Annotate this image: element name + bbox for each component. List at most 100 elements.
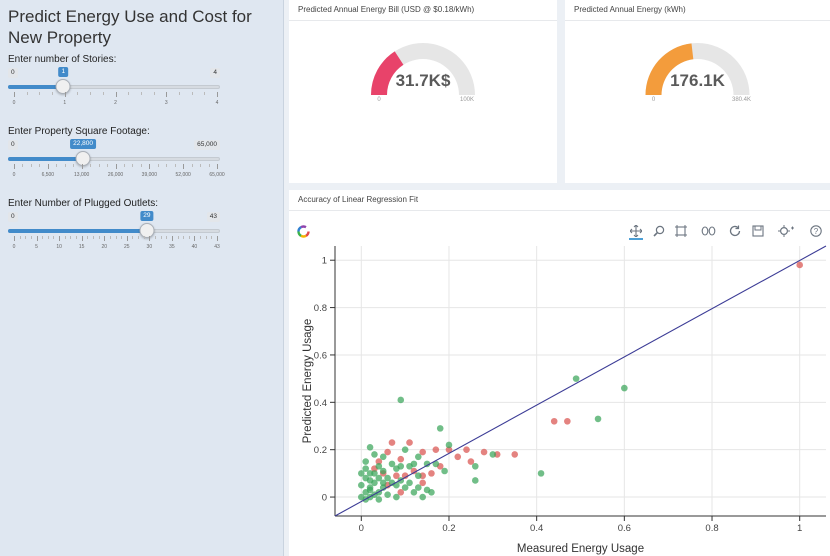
scatter-point <box>379 479 387 487</box>
scatter-point <box>406 439 413 446</box>
stories-slider-handle[interactable] <box>55 79 71 94</box>
stories-max-label: 4 <box>210 68 220 78</box>
slider-tick <box>191 92 193 95</box>
scatter-point <box>393 472 400 480</box>
slider-tick <box>90 92 92 95</box>
scatter-point <box>419 493 426 501</box>
slider-tick <box>183 164 185 169</box>
scatter-point <box>489 451 497 458</box>
scatter-point <box>423 460 431 468</box>
scatter-point <box>384 491 391 498</box>
slider-tick <box>194 236 196 241</box>
gauge-chart <box>645 43 750 95</box>
scatter-point <box>537 470 545 477</box>
slider-tick <box>115 236 117 239</box>
scatter-point <box>550 417 558 425</box>
regression-scatter-chart[interactable]: 0 0.2 0.4 0.6 0.8 1 0 0.2 0.4 0.6 0.8 1 Measured Ene… <box>289 240 830 556</box>
slider-tick <box>92 236 94 239</box>
slider-tick <box>204 92 206 95</box>
square-footage-slider-handle[interactable] <box>75 151 91 166</box>
panel-divider <box>565 20 830 21</box>
save-icon[interactable] <box>751 224 765 238</box>
scatter-point <box>454 453 462 461</box>
scatter-point <box>397 462 405 470</box>
slider-tick-label: 35 <box>169 244 175 250</box>
slider-tick <box>149 236 151 241</box>
scatter-point <box>471 477 479 484</box>
slider-tick <box>171 236 173 241</box>
slider-tick <box>217 92 218 97</box>
scatter-point <box>467 458 475 465</box>
scatter-point <box>410 489 418 496</box>
slider-tick <box>166 236 168 239</box>
slider-tick-label: 10 <box>56 244 62 250</box>
slider-tick <box>178 92 180 95</box>
slider-tick-label: 1 <box>63 100 67 106</box>
plugged-outlets-slider-label: Enter Number of Plugged Outlets: <box>8 198 159 209</box>
scatter-point <box>401 472 409 480</box>
slider-tick-label: 6,500 <box>41 172 55 178</box>
scatter-point <box>375 474 383 482</box>
slider-tick <box>121 236 123 239</box>
scatter-point <box>445 446 453 453</box>
scatter-point <box>358 481 365 489</box>
plugged-outlets-slider-handle[interactable] <box>139 223 155 238</box>
scatter-point <box>419 479 426 487</box>
energy-bill-title: Predicted Annual Energy Bill (USD @ $0.1… <box>298 5 475 14</box>
scatter-point <box>463 446 470 453</box>
slider-tick <box>102 92 104 95</box>
stories-slider-fill <box>8 85 64 89</box>
slider-tick-label: 0 <box>12 100 16 106</box>
slider-tick <box>154 236 156 239</box>
select-icon[interactable] <box>674 224 688 238</box>
square-footage-slider[interactable]: Enter Property Square Footage: 0 65,000 22… <box>8 126 225 184</box>
slider-tick <box>64 236 66 239</box>
y-tick-label: 0.8 <box>314 303 327 314</box>
gauge-fill <box>371 51 404 95</box>
slider-tick <box>217 164 218 169</box>
bokeh-logo-icon[interactable] <box>296 224 310 238</box>
slider-tick <box>140 92 142 95</box>
slider-tick <box>183 236 185 239</box>
slider-tick-label: 15 <box>78 244 85 250</box>
reset-icon[interactable] <box>728 224 742 238</box>
box-zoom-icon[interactable] <box>652 224 666 238</box>
square-footage-slider-ticks <box>14 164 218 172</box>
x-tick-label: 0.8 <box>705 523 718 534</box>
scatter-point <box>366 444 374 451</box>
stories-slider-tick-labels: 0 1 2 3 4 <box>12 100 219 108</box>
scatter-point <box>471 462 479 470</box>
panel-divider <box>289 210 830 211</box>
slider-tick <box>98 164 100 167</box>
slider-tick-label: 3 <box>164 100 168 106</box>
slider-tick <box>81 164 83 169</box>
stories-slider[interactable]: Enter number of Stories: 0 4 1 0 1 2 3 4 <box>8 54 220 112</box>
scatter-point <box>375 462 383 470</box>
slider-tick-label: 25 <box>123 244 130 250</box>
lasso-icon[interactable] <box>700 224 718 238</box>
scatter-point <box>621 384 628 392</box>
scatter-point <box>419 448 426 456</box>
scatter-point <box>379 467 387 475</box>
pan-icon[interactable] <box>629 224 643 240</box>
scatter-point <box>414 484 422 491</box>
scatter-point <box>371 470 378 477</box>
slider-tick <box>153 92 155 95</box>
slider-tick <box>208 164 210 167</box>
square-footage-slider-label: Enter Property Square Footage: <box>8 126 150 137</box>
slider-tick <box>157 164 159 167</box>
stories-value-label: 1 <box>58 67 69 77</box>
x-tick-label: 0.2 <box>442 523 455 534</box>
gauge-fill <box>645 43 694 95</box>
help-icon[interactable]: ? <box>809 224 823 238</box>
slider-tick-label: 20 <box>101 244 107 250</box>
plugged-outlets-min-label: 0 <box>8 212 18 222</box>
slider-tick <box>191 164 193 167</box>
scatter-point <box>397 396 405 404</box>
gauge-max-label: 100K <box>459 97 475 103</box>
hover-icon[interactable] <box>777 224 795 238</box>
plugged-outlets-slider[interactable]: Enter Number of Plugged Outlets: 0 43 29 0 5… <box>8 198 220 256</box>
plugged-outlets-value-label: 29 <box>140 211 154 221</box>
plugged-outlets-slider-ticks <box>14 236 218 244</box>
square-footage-slider-tick-labels: 0 6,500 13,000 26,000 39,000 52,000 65,000 <box>13 172 225 180</box>
